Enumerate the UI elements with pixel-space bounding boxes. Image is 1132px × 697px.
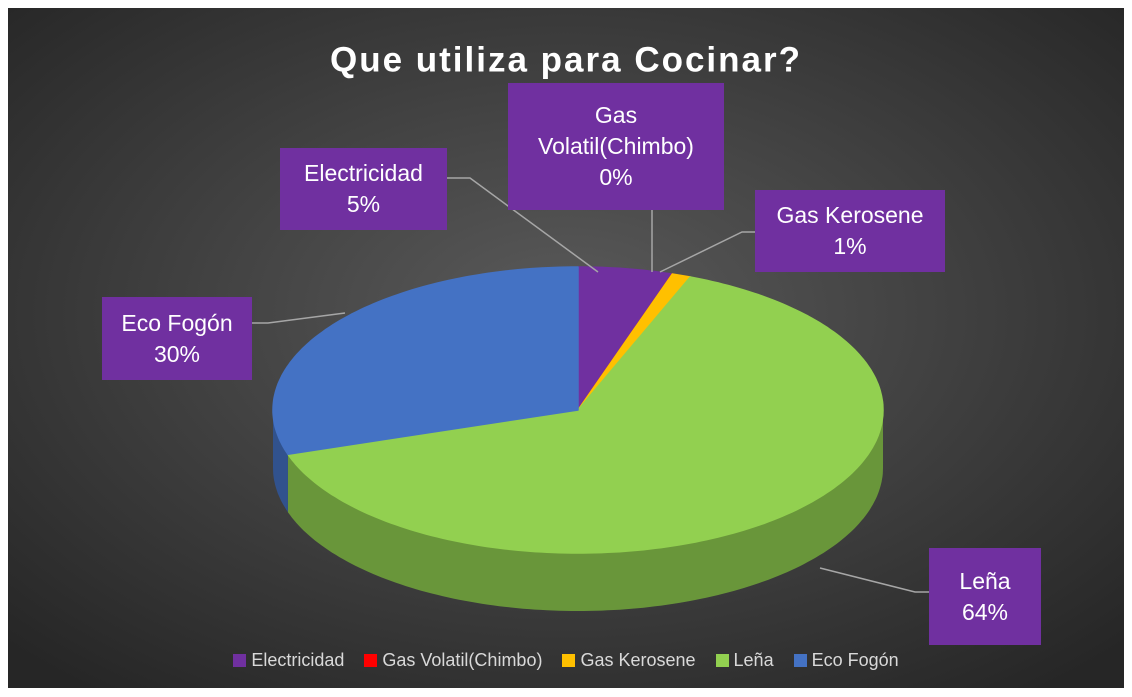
pie-slice: [272, 266, 579, 455]
leader-line: [819, 567, 929, 593]
legend-item: Leña: [715, 650, 774, 671]
data-label-value: 30%: [153, 340, 201, 367]
legend-swatch: [233, 654, 247, 667]
data-label-name: Electricidad: [304, 160, 423, 186]
leader-line: [659, 231, 755, 273]
data-label-value: 0%: [599, 164, 633, 190]
leader-line: [252, 312, 346, 324]
data-label-value: 5%: [346, 191, 381, 217]
data-label-name: Leña: [959, 567, 1011, 594]
legend-label: Gas Volatil(Chimbo): [382, 650, 543, 670]
data-label: Electricidad 5%: [280, 148, 447, 230]
legend-label: Eco Fogón: [811, 650, 899, 670]
leader-line: [447, 177, 599, 273]
legend-item: Gas Kerosene: [562, 650, 696, 671]
legend-swatch: [562, 654, 576, 667]
pie-side: [287, 410, 883, 611]
legend-item: Gas Volatil(Chimbo): [364, 650, 542, 671]
legend-label: Electricidad: [251, 650, 345, 670]
data-label-value: 64%: [961, 598, 1009, 625]
data-label: Leña 64%: [929, 548, 1041, 645]
legend-item: Eco Fogón: [793, 650, 899, 671]
leader-lines: [252, 177, 929, 593]
legend-swatch: [364, 654, 378, 667]
pie-slice: [287, 276, 884, 554]
data-label: Gas Volatil(Chimbo) 0%: [508, 83, 724, 210]
data-label-name: Gas Volatil(Chimbo): [538, 102, 694, 159]
legend-swatch: [715, 654, 729, 667]
legend: Electricidad Gas Volatil(Chimbo) Gas Keros…: [0, 650, 1132, 671]
data-label-name: Gas Kerosene: [776, 202, 924, 228]
chart-title: Que utiliza para Cocinar?: [330, 40, 802, 79]
legend-swatch: [793, 654, 807, 667]
data-label-name: Eco Fogón: [121, 309, 233, 336]
pie-side: [273, 410, 288, 513]
data-label: Gas Kerosene 1%: [755, 190, 945, 272]
legend-label: Leña: [733, 650, 774, 670]
legend-item: Electricidad: [233, 650, 344, 671]
legend-label: Gas Kerosene: [580, 650, 696, 670]
pie: [272, 266, 884, 611]
data-label: Eco Fogón 30%: [102, 297, 252, 380]
data-label-value: 1%: [833, 233, 867, 259]
